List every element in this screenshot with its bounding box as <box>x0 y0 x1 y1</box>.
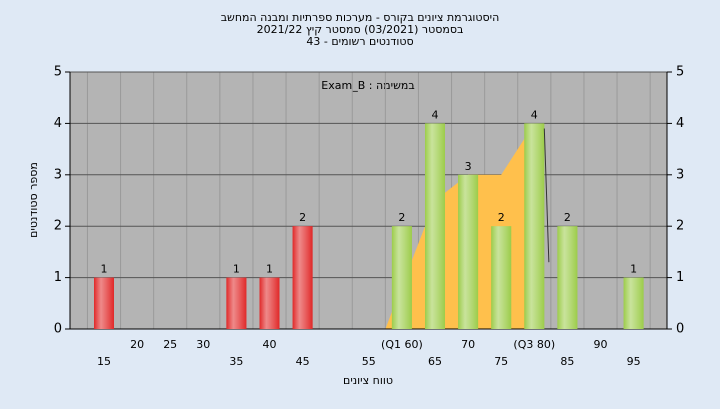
bar <box>94 277 114 329</box>
x-axis-label: טווח ציונים <box>343 374 393 387</box>
x-tick-label: 90 <box>594 338 608 351</box>
bar <box>226 277 247 329</box>
y-tick-label: 5 <box>54 65 62 80</box>
trend-line <box>543 128 550 263</box>
data-label: 4 <box>432 108 439 121</box>
data-label: 1 <box>630 263 637 276</box>
y-tick-label: 3 <box>54 167 62 182</box>
bar <box>557 226 578 329</box>
x-tick-label: 75 <box>494 355 508 368</box>
y2-tick-label: 5 <box>676 65 684 80</box>
data-label: 1 <box>266 263 273 276</box>
data-label: 2 <box>398 211 405 224</box>
x-tick-label: (Q1 60) <box>381 338 423 351</box>
data-label: 1 <box>233 263 240 276</box>
plot-area <box>70 72 667 329</box>
data-label: 2 <box>299 211 306 224</box>
chart-title: היסטוגרמת ציונים בקורס - מערכות ספרתיות … <box>221 11 500 24</box>
x-tick-label: 35 <box>229 355 243 368</box>
bar <box>491 226 512 329</box>
y2-tick-label: 2 <box>676 219 684 234</box>
x-tick-label: 65 <box>428 355 442 368</box>
y-tick-label: 4 <box>54 116 62 131</box>
bar <box>391 226 412 329</box>
x-tick-label: 55 <box>362 355 376 368</box>
bar <box>425 123 445 330</box>
y2-tick-label: 0 <box>676 322 684 337</box>
x-tick-label: 40 <box>263 338 277 351</box>
annotation: במשימה : Exam_B <box>321 79 414 92</box>
data-label: 3 <box>465 160 472 173</box>
y2-tick-label: 3 <box>676 167 684 182</box>
bar <box>259 277 280 329</box>
x-tick-label: 30 <box>196 338 210 351</box>
data-label: 2 <box>498 211 505 224</box>
x-tick-label: 15 <box>97 355 111 368</box>
x-tick-label: (Q3 80) <box>513 338 555 351</box>
y-tick-label: 0 <box>54 322 62 337</box>
x-tick-label: 45 <box>296 355 310 368</box>
bar <box>292 226 313 329</box>
x-tick-label: 20 <box>130 338 144 351</box>
y-tick-label: 2 <box>54 219 62 234</box>
x-tick-label: 70 <box>461 338 475 351</box>
data-label: 1 <box>101 263 108 276</box>
bar <box>623 277 644 329</box>
y2-tick-label: 4 <box>676 116 684 131</box>
bar <box>524 123 545 330</box>
bar <box>458 174 479 329</box>
y2-tick-label: 1 <box>676 270 684 285</box>
data-label: 4 <box>531 108 538 121</box>
chart-subtitle: בסמסטר (03/2021) סמסטר קיץ 2021/22 <box>257 23 464 36</box>
y-axis-label: מספר סטודנטים <box>27 162 40 238</box>
x-tick-label: 25 <box>163 338 177 351</box>
y-tick-label: 1 <box>54 270 62 285</box>
chart-subtitle: סטודנטים רשומים - 43 <box>306 35 413 48</box>
data-label: 2 <box>564 211 571 224</box>
x-tick-label: 95 <box>627 355 641 368</box>
x-tick-label: 85 <box>560 355 574 368</box>
